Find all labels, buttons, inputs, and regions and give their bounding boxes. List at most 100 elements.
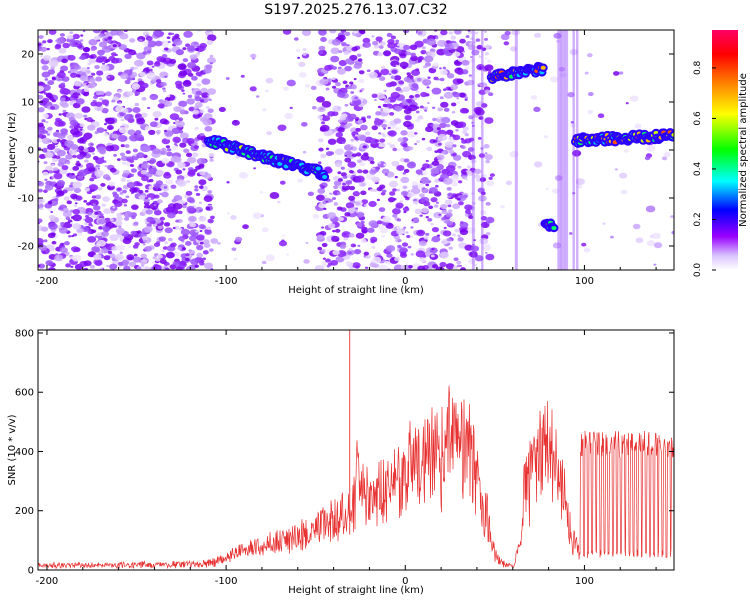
spectrogram-noise-blob	[376, 220, 383, 225]
spectrogram-noise-blob	[448, 246, 453, 250]
spectrogram-noise-blob	[252, 212, 262, 219]
spectrogram-noise-blob	[340, 172, 347, 177]
spectrogram-noise-blob	[188, 250, 196, 255]
spectrogram-noise-blob	[43, 161, 48, 165]
spectrogram-noise-blob	[446, 129, 454, 135]
spectrogram-noise-blob	[360, 154, 370, 161]
spectrogram-noise-blob	[371, 125, 379, 131]
spectrogram-noise-blob	[56, 149, 66, 157]
colorbar-gradient	[712, 30, 738, 270]
spectrogram-noise-blob	[442, 66, 447, 70]
spectrogram-noise-blob	[335, 256, 345, 263]
spectrogram-noise-blob	[177, 161, 186, 169]
spectrogram-noise-blob	[325, 258, 331, 263]
spectrogram-noise-blob	[129, 187, 138, 194]
spectrogram-noise-blob	[41, 71, 51, 78]
spectrogram-noise-blob	[282, 30, 292, 35]
spectrogram-noise-blob	[430, 48, 434, 51]
spectrogram-noise-blob	[57, 71, 66, 79]
spectrogram-noise-blob	[121, 173, 129, 178]
spectrogram-noise-blob	[94, 169, 104, 177]
spectrogram-noise-blob	[72, 214, 82, 222]
spectrogram-noise-blob	[441, 209, 448, 215]
snr-panel: -200 -100 0 100 0 200 400 600 800 Height of stra…	[7, 328, 675, 596]
spectrogram-noise-blob	[87, 236, 97, 243]
spectrogram-noise-blob	[480, 82, 488, 88]
spectrogram-noise-blob	[441, 216, 447, 221]
spectrogram-noise-blob	[163, 172, 172, 179]
spectrogram-noise-blob	[42, 113, 49, 119]
spectrogram-noise-blob	[427, 76, 431, 79]
spectrogram-noise-blob	[74, 64, 81, 70]
spectrogram-noise-blob	[470, 55, 473, 58]
spectrogram-noise-blob	[59, 33, 65, 37]
spectrogram-noise-blob	[186, 45, 196, 52]
spectrogram-noise-blob	[79, 123, 85, 128]
spectrogram-noise-blob	[485, 216, 495, 224]
spectrogram-noise-blob	[511, 30, 521, 36]
spectrogram-noise-blob	[161, 138, 171, 145]
spectrogram-noise-blob	[171, 32, 175, 35]
spectrogram-noise-blob	[368, 200, 377, 208]
spectrogram-noise-blob	[484, 89, 491, 94]
spectrogram-noise-blob	[423, 201, 431, 207]
spectrogram-noise-blob	[338, 59, 348, 67]
spectrogram-noise-blob	[91, 152, 95, 155]
spectrogram-noise-blob	[165, 145, 171, 149]
spectrogram-noise-blob	[422, 79, 432, 86]
spectrogram-noise-blob	[90, 143, 94, 146]
spectrogram-noise-blob	[121, 198, 128, 204]
spectrogram-noise-blob	[193, 145, 200, 149]
spectrogram-noise-blob	[140, 82, 149, 89]
spectrogram-noise-blob	[109, 234, 119, 242]
spectrogram-noise-blob	[102, 62, 106, 65]
spectrogram-noise-blob	[73, 187, 82, 193]
spectrogram-noise-blob	[378, 162, 382, 165]
spectrogram-noise-blob	[266, 131, 272, 136]
spectrogram-noise-blob	[388, 130, 397, 137]
spectrogram-noise-blob	[444, 141, 454, 148]
spectrogram-noise-blob	[374, 139, 380, 143]
spectrogram-noise-blob	[175, 83, 183, 89]
spectrogram-noise-blob	[618, 71, 624, 75]
spectrogram-noise-blob	[341, 113, 348, 118]
spectrogram-noise-blob	[446, 238, 452, 242]
spectrogram-noise-blob	[476, 44, 483, 50]
spectrogram-noise-blob	[114, 220, 123, 227]
spectrogram-noise-blob	[74, 112, 84, 119]
spectrogram-noise-blob	[50, 66, 55, 70]
spectrogram-noise-blob	[153, 209, 162, 216]
spectrogram-noise-blob	[453, 257, 459, 262]
spectrogram-noise-blob	[70, 265, 74, 268]
spectrogram-noise-blob	[348, 170, 354, 174]
spectrogram-noise-blob	[397, 239, 402, 243]
spectrogram-noise-blob	[43, 189, 48, 193]
spectrogram-noise-blob	[447, 136, 455, 142]
spectrogram-noise-blob	[47, 267, 56, 270]
spectrogram-noise-blob	[154, 183, 161, 189]
spectrogram-noise-blob	[587, 92, 594, 97]
spectrogram-noise-blob	[42, 40, 47, 44]
spectrogram-noise-blob	[331, 77, 336, 81]
spectrogram-noise-blob	[470, 192, 475, 196]
spectrogram-noise-blob	[360, 190, 367, 196]
spectrogram-noise-blob	[378, 207, 386, 212]
spectrogram-noise-blob	[401, 242, 409, 247]
spectrogram-noise-blob	[96, 57, 105, 63]
spectrogram-noise-blob	[152, 256, 157, 260]
spectrogram-noise-blob	[170, 184, 177, 189]
spectrogram-noise-blob	[464, 177, 468, 181]
spectrogram-noise-blob	[359, 161, 366, 167]
spectrogram-noise-blob	[341, 64, 345, 67]
spectrogram-noise-blob	[295, 48, 301, 52]
spectrogram-noise-blob	[402, 143, 408, 148]
spectrogram-noise-blob	[140, 263, 145, 267]
spectrogram-noise-blob	[653, 242, 663, 249]
spectrogram-noise-blob	[87, 124, 96, 131]
spectrogram-noise-blob	[380, 65, 386, 70]
spectrogram-noise-blob	[72, 208, 80, 215]
spectrogram-noise-blob	[200, 87, 208, 93]
spectrogram-x-label: Height of straight line (km)	[288, 285, 424, 296]
spectrogram-noise-blob	[388, 180, 399, 188]
spectrogram-noise-blob	[405, 231, 409, 234]
